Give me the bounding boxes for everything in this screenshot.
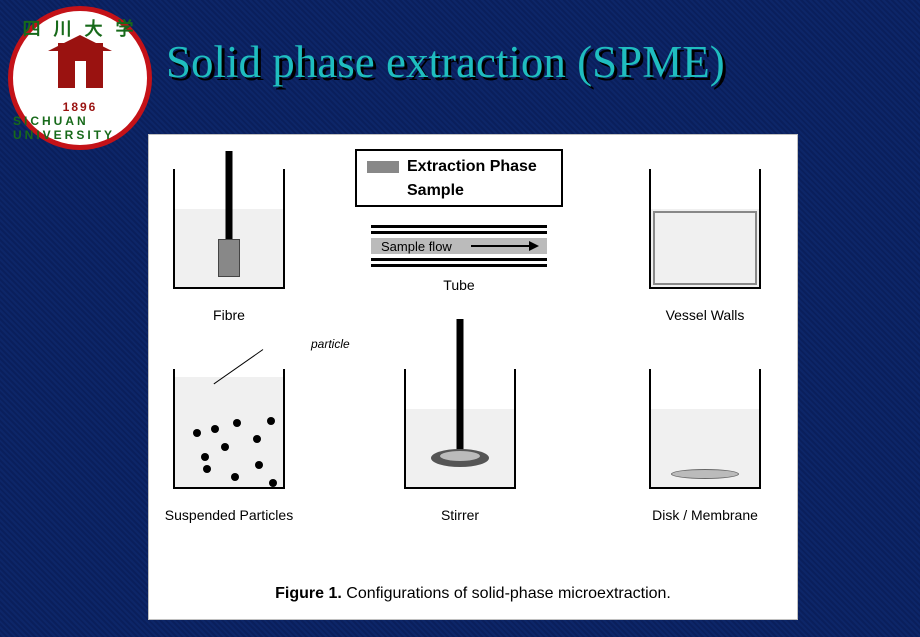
particle-dot [201, 453, 209, 461]
stirrer-label: Stirrer [404, 507, 516, 523]
disk-membrane [671, 469, 739, 479]
fibre-beaker [173, 169, 285, 289]
particle-dot [211, 425, 219, 433]
university-logo: 四 川 大 学 1896 SICHUAN UNIVERSITY [8, 6, 152, 150]
slide-title: Solid phase extraction (SPME) [166, 36, 725, 88]
legend-swatch-extraction [367, 161, 399, 173]
logo-year: 1896 [63, 100, 98, 114]
disk-membrane-beaker [649, 369, 761, 489]
logo-english-text: SICHUAN UNIVERSITY [13, 114, 147, 142]
particle-dot [221, 443, 229, 451]
particle-dot [253, 435, 261, 443]
suspended-particles-label: Suspended Particles [155, 507, 303, 523]
flow-arrow-icon [471, 245, 531, 247]
particle-dot [255, 461, 263, 469]
particle-dot [269, 479, 277, 487]
disk-membrane-label: Disk / Membrane [627, 507, 783, 523]
figure-caption: Figure 1. Configurations of solid-phase … [149, 585, 797, 603]
particle-annotation: particle [311, 337, 350, 351]
tube-label: Tube [371, 277, 547, 293]
logo-emblem [48, 43, 113, 98]
vessel-wall-coating [653, 211, 757, 285]
particle-dot [193, 429, 201, 437]
particle-dot [231, 473, 239, 481]
suspended-particles-beaker [173, 369, 285, 489]
caption-text: Configurations of solid-phase microextra… [342, 585, 671, 602]
slide: 四 川 大 学 1896 SICHUAN UNIVERSITY Solid ph… [0, 0, 920, 637]
caption-figure-number: Figure 1. [275, 585, 342, 602]
vessel-walls-label: Vessel Walls [649, 307, 761, 323]
fibre-label: Fibre [173, 307, 285, 323]
fibre-tip [218, 239, 240, 277]
vessel-walls-beaker [649, 169, 761, 289]
sample-flow-label: Sample flow [381, 239, 452, 254]
particle-dot [203, 465, 211, 473]
tube-diagram: Sample flow [371, 225, 547, 267]
particle-dot [267, 417, 275, 425]
stirrer-rod [457, 319, 464, 459]
legend-extraction-label: Extraction Phase [407, 158, 537, 176]
particle-dot [233, 419, 241, 427]
figure-panel: Extraction Phase Sample Fibre Sample flo… [148, 134, 798, 620]
fibre-rod [226, 151, 233, 239]
legend-box: Extraction Phase Sample [355, 149, 563, 207]
legend-sample-label: Sample [407, 182, 464, 200]
stirrer-beaker [404, 369, 516, 489]
